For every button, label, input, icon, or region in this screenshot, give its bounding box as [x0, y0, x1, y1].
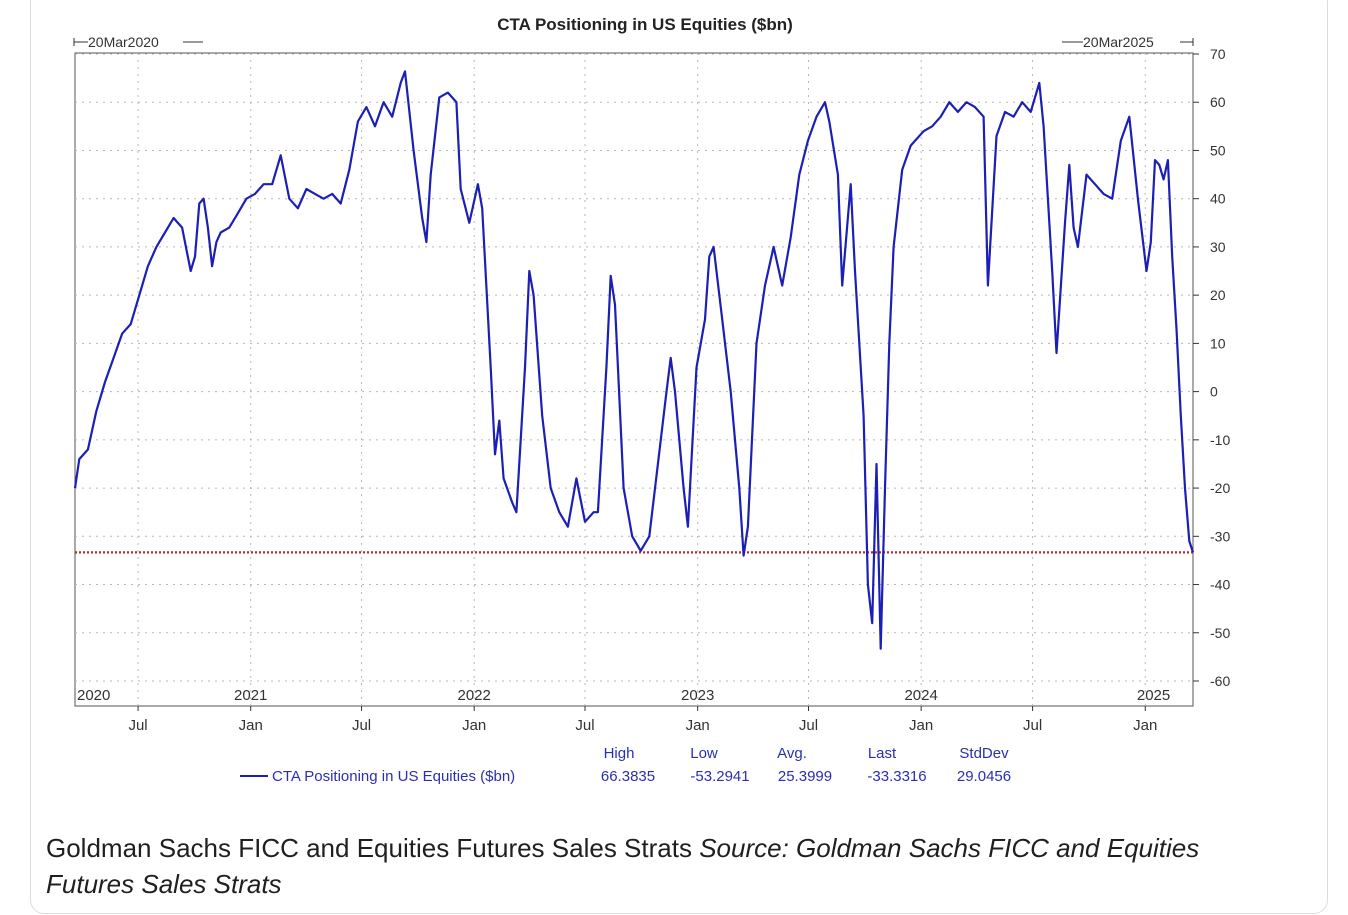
post-card	[30, 0, 1328, 914]
stat-value-low: -53.2941	[690, 768, 749, 785]
stat-header-low: Low	[690, 745, 718, 762]
start-date-marker: 20Mar2020	[73, 34, 203, 50]
year-label: 2022	[458, 687, 491, 704]
caption-source: Source: Goldman Sachs FICC and Equities …	[46, 833, 1200, 899]
y-tick-label: -30	[1210, 528, 1230, 544]
y-tick-label: -40	[1210, 577, 1230, 593]
x-tick-label: Jul	[352, 717, 371, 734]
y-tick-label: 40	[1210, 191, 1226, 207]
grid-lines	[75, 53, 1193, 706]
y-tick-label: 60	[1210, 94, 1226, 110]
stat-header-last: Last	[868, 745, 897, 762]
stats-footer: High Low Avg. Last StdDev CTA Positionin…	[240, 745, 1011, 785]
x-tick-label: Jan	[686, 717, 710, 734]
x-tick-label: Jan	[909, 717, 933, 734]
y-tick-label: 0	[1210, 384, 1218, 400]
x-tick-label: Jul	[128, 717, 147, 734]
y-tick-label: 30	[1210, 239, 1226, 255]
stat-header-avg: Avg.	[777, 745, 807, 762]
plot-area-frame	[74, 52, 1194, 707]
x-tick-label: Jan	[462, 717, 486, 734]
year-label: 2020	[77, 687, 110, 704]
stat-header-high: High	[604, 745, 635, 762]
y-tick-label: -20	[1210, 480, 1230, 496]
y-tick-label: -50	[1210, 625, 1230, 641]
legend-label: CTA Positioning in US Equities ($bn)	[272, 768, 515, 785]
caption-text: Goldman Sachs FICC and Equities Futures …	[46, 833, 700, 863]
start-date-label: 20Mar2020	[88, 34, 159, 50]
x-axis: Jul Jan Jul Jan Jul Jan Jul Jan Jul Jan 2020 2021 20…	[77, 687, 1170, 734]
chart-title: CTA Positioning in US Equities ($bn)	[497, 15, 793, 34]
series-layer	[73, 70, 1195, 650]
end-date-label: 20Mar2025	[1083, 34, 1154, 50]
x-tick-label: Jul	[1023, 717, 1042, 734]
y-tick-label: -10	[1210, 432, 1230, 448]
y-tick-label: -60	[1210, 673, 1230, 689]
year-label: 2024	[904, 687, 937, 704]
y-axis: 70 60 50 40 30 20 10 0 -10 -20 -30 -40 -50 -60	[1193, 46, 1230, 689]
y-tick-label: 70	[1210, 46, 1226, 62]
stat-header-stddev: StdDev	[959, 745, 1009, 762]
stat-value-last: -33.3316	[867, 768, 926, 785]
x-tick-label: Jan	[239, 717, 263, 734]
x-tick-label: Jul	[799, 717, 818, 734]
x-tick-label: Jan	[1133, 717, 1157, 734]
stat-value-stddev: 29.0456	[957, 768, 1011, 785]
y-tick-label: 20	[1210, 287, 1226, 303]
year-label: 2025	[1137, 687, 1170, 704]
stat-value-avg: 25.3999	[778, 768, 832, 785]
series-line-cta-positioning	[73, 70, 1195, 650]
stat-value-high: 66.3835	[601, 768, 655, 785]
x-tick-label: Jul	[575, 717, 594, 734]
y-tick-label: 50	[1210, 142, 1226, 158]
post-caption: Goldman Sachs FICC and Equities Futures …	[46, 830, 1246, 902]
end-date-marker: 20Mar2025	[1062, 34, 1194, 50]
y-tick-label: 10	[1210, 335, 1226, 351]
year-label: 2021	[234, 687, 267, 704]
year-label: 2023	[681, 687, 714, 704]
